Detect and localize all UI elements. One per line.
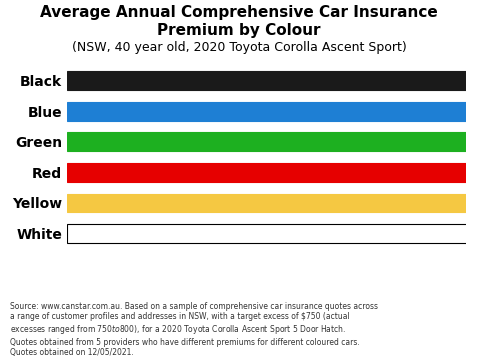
- Text: Source: www.canstar.com.au. Based on a sample of comprehensive car insurance quo: Source: www.canstar.com.au. Based on a s…: [10, 302, 378, 357]
- Text: Average Annual Comprehensive Car Insurance: Average Annual Comprehensive Car Insuran…: [40, 5, 438, 20]
- Bar: [67, 224, 478, 243]
- Text: Premium by Colour: Premium by Colour: [157, 23, 321, 38]
- Bar: [67, 132, 478, 151]
- Text: (NSW, 40 year old, 2020 Toyota Corolla Ascent Sport): (NSW, 40 year old, 2020 Toyota Corolla A…: [72, 41, 406, 54]
- Bar: [67, 193, 478, 212]
- Title: Average Annual Comprehensive Car Insurance
Premium by Colour
(NSW, 40 year old, : Average Annual Comprehensive Car Insuran…: [0, 356, 1, 357]
- Bar: [67, 163, 478, 182]
- Bar: [67, 71, 478, 90]
- Bar: [67, 102, 478, 121]
